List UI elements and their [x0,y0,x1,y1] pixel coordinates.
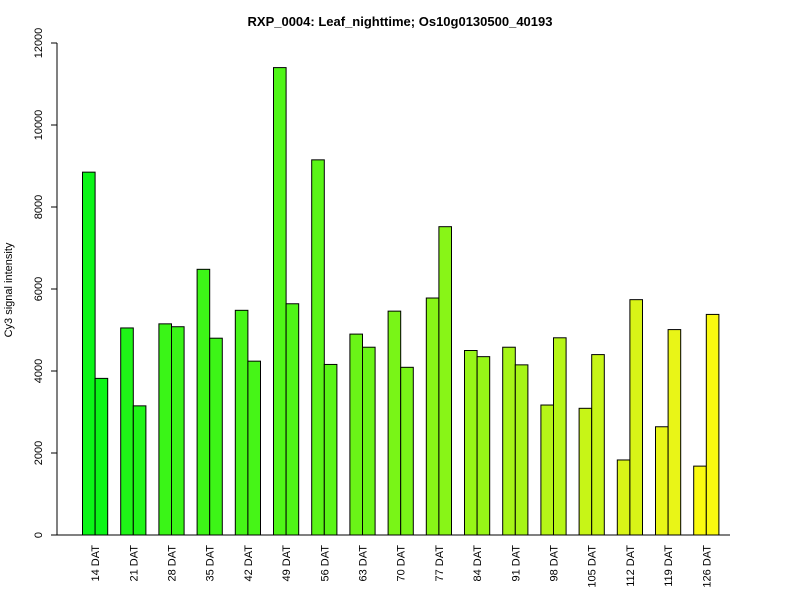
x-tick-label: 28 DAT [167,545,179,582]
x-tick-label: 14 DAT [90,545,102,582]
bar-105-dat-2 [591,354,605,536]
bar-70-dat-2 [400,366,414,536]
bar-14-dat-1 [82,171,96,536]
x-tick-label: 49 DAT [281,545,293,582]
y-tick-label: 2000 [33,441,45,465]
bar-84-dat-2 [476,356,491,536]
bar-98-dat-1 [540,404,555,536]
bar-28-dat-1 [158,323,172,536]
bar-91-dat-1 [502,346,516,536]
x-tick-label: 119 DAT [663,545,675,587]
x-tick-label: 91 DAT [510,545,522,582]
bar-42-dat-1 [234,309,249,536]
x-tick-label: 42 DAT [243,545,255,582]
y-tick-label: 6000 [33,277,45,301]
bar-35-dat-2 [209,337,223,536]
bar-49-dat-1 [273,67,287,536]
bar-21-dat-2 [132,405,147,536]
y-tick-label: 0 [33,532,45,538]
x-tick-label: 84 DAT [472,545,484,582]
bar-28-dat-2 [171,326,185,536]
x-tick-label: 126 DAT [701,545,713,588]
bar-119-dat-1 [655,426,669,536]
bar-35-dat-1 [196,268,211,536]
bar-112-dat-2 [629,299,644,536]
bar-119-dat-2 [667,329,682,536]
chart-title: RXP_0004: Leaf_nighttime; Os10g0130500_4… [248,14,553,29]
x-axis-labels: 14 DAT 21 DAT 28 DAT 35 DAT 42 DAT 49 DAT 56 D… [90,545,713,588]
bar-14-dat-2 [94,377,109,536]
y-tick-label: 8000 [33,195,45,219]
bar-21-dat-1 [120,327,134,536]
x-tick-label: 77 DAT [434,545,446,582]
x-tick-label: 112 DAT [625,545,637,587]
x-tick-label: 35 DAT [205,545,217,582]
bar-126-dat-2 [705,313,720,536]
y-tick-label: 4000 [33,359,45,383]
bar-42-dat-2 [247,360,261,536]
bar-49-dat-2 [285,303,300,536]
y-axis-ticks: 0 2000 4000 6000 8000 10000 12000 [33,28,57,538]
bar-56-dat-1 [311,159,325,536]
x-tick-label: 63 DAT [358,545,370,582]
bar-98-dat-2 [553,337,567,536]
bar-77-dat-2 [438,226,452,536]
bar-105-dat-1 [578,407,593,536]
bars-group [82,67,720,536]
bar-70-dat-1 [387,310,402,536]
bar-91-dat-2 [514,364,529,536]
y-tick-label: 12000 [33,28,45,59]
bar-63-dat-1 [349,333,363,536]
y-axis-label: Cy3 signal intensity [3,242,15,337]
x-tick-label: 70 DAT [396,545,408,582]
y-tick-label: 10000 [33,110,45,141]
x-tick-label: 21 DAT [128,545,140,582]
bar-84-dat-1 [464,350,478,536]
bar-77-dat-1 [425,297,440,536]
bar-126-dat-1 [693,465,707,536]
bar-112-dat-1 [616,459,631,536]
bar-56-dat-2 [323,363,338,536]
x-tick-label: 105 DAT [587,545,599,588]
bar-63-dat-2 [362,346,376,536]
x-tick-label: 56 DAT [319,545,331,582]
x-tick-label: 98 DAT [549,545,561,582]
